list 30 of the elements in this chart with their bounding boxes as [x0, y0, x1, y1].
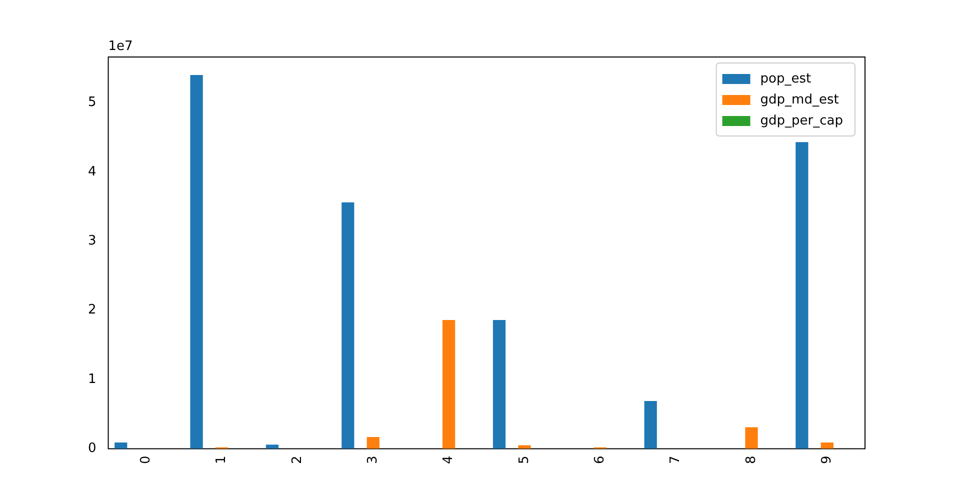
y-tick-label: 1	[88, 372, 96, 387]
legend-label: pop_est	[760, 71, 812, 86]
bar	[644, 400, 657, 449]
x-tick-label: 1	[214, 456, 230, 464]
bar	[820, 442, 834, 449]
bar	[266, 444, 279, 449]
x-tick-label: 0	[138, 456, 154, 464]
bar	[796, 142, 808, 449]
x-tick-label: 4	[441, 456, 456, 464]
text: 1e7	[108, 38, 133, 54]
legend-label: gdp_md_est	[760, 92, 839, 108]
x-tick-label: 6	[592, 456, 608, 464]
x-tick-label: 5	[516, 456, 532, 464]
bar	[442, 320, 456, 449]
bar	[492, 320, 506, 449]
bar	[745, 427, 758, 449]
x-tick-label: 3	[366, 456, 380, 464]
bar	[342, 202, 354, 449]
bar	[366, 436, 380, 449]
bar	[190, 74, 203, 449]
x-tick-label: 8	[744, 456, 759, 464]
y-tick-label: 5	[88, 95, 96, 110]
bar	[114, 442, 128, 449]
x-tick-label: 2	[290, 456, 305, 464]
x-tick-label: 7	[668, 456, 684, 464]
y-tick-label: 3	[88, 233, 96, 248]
x-tick-label: 9	[820, 456, 835, 464]
y-tick-label: 2	[88, 302, 96, 318]
legend-label: gdp_per_cap	[760, 113, 843, 128]
y-tick-label: 4	[88, 164, 96, 180]
